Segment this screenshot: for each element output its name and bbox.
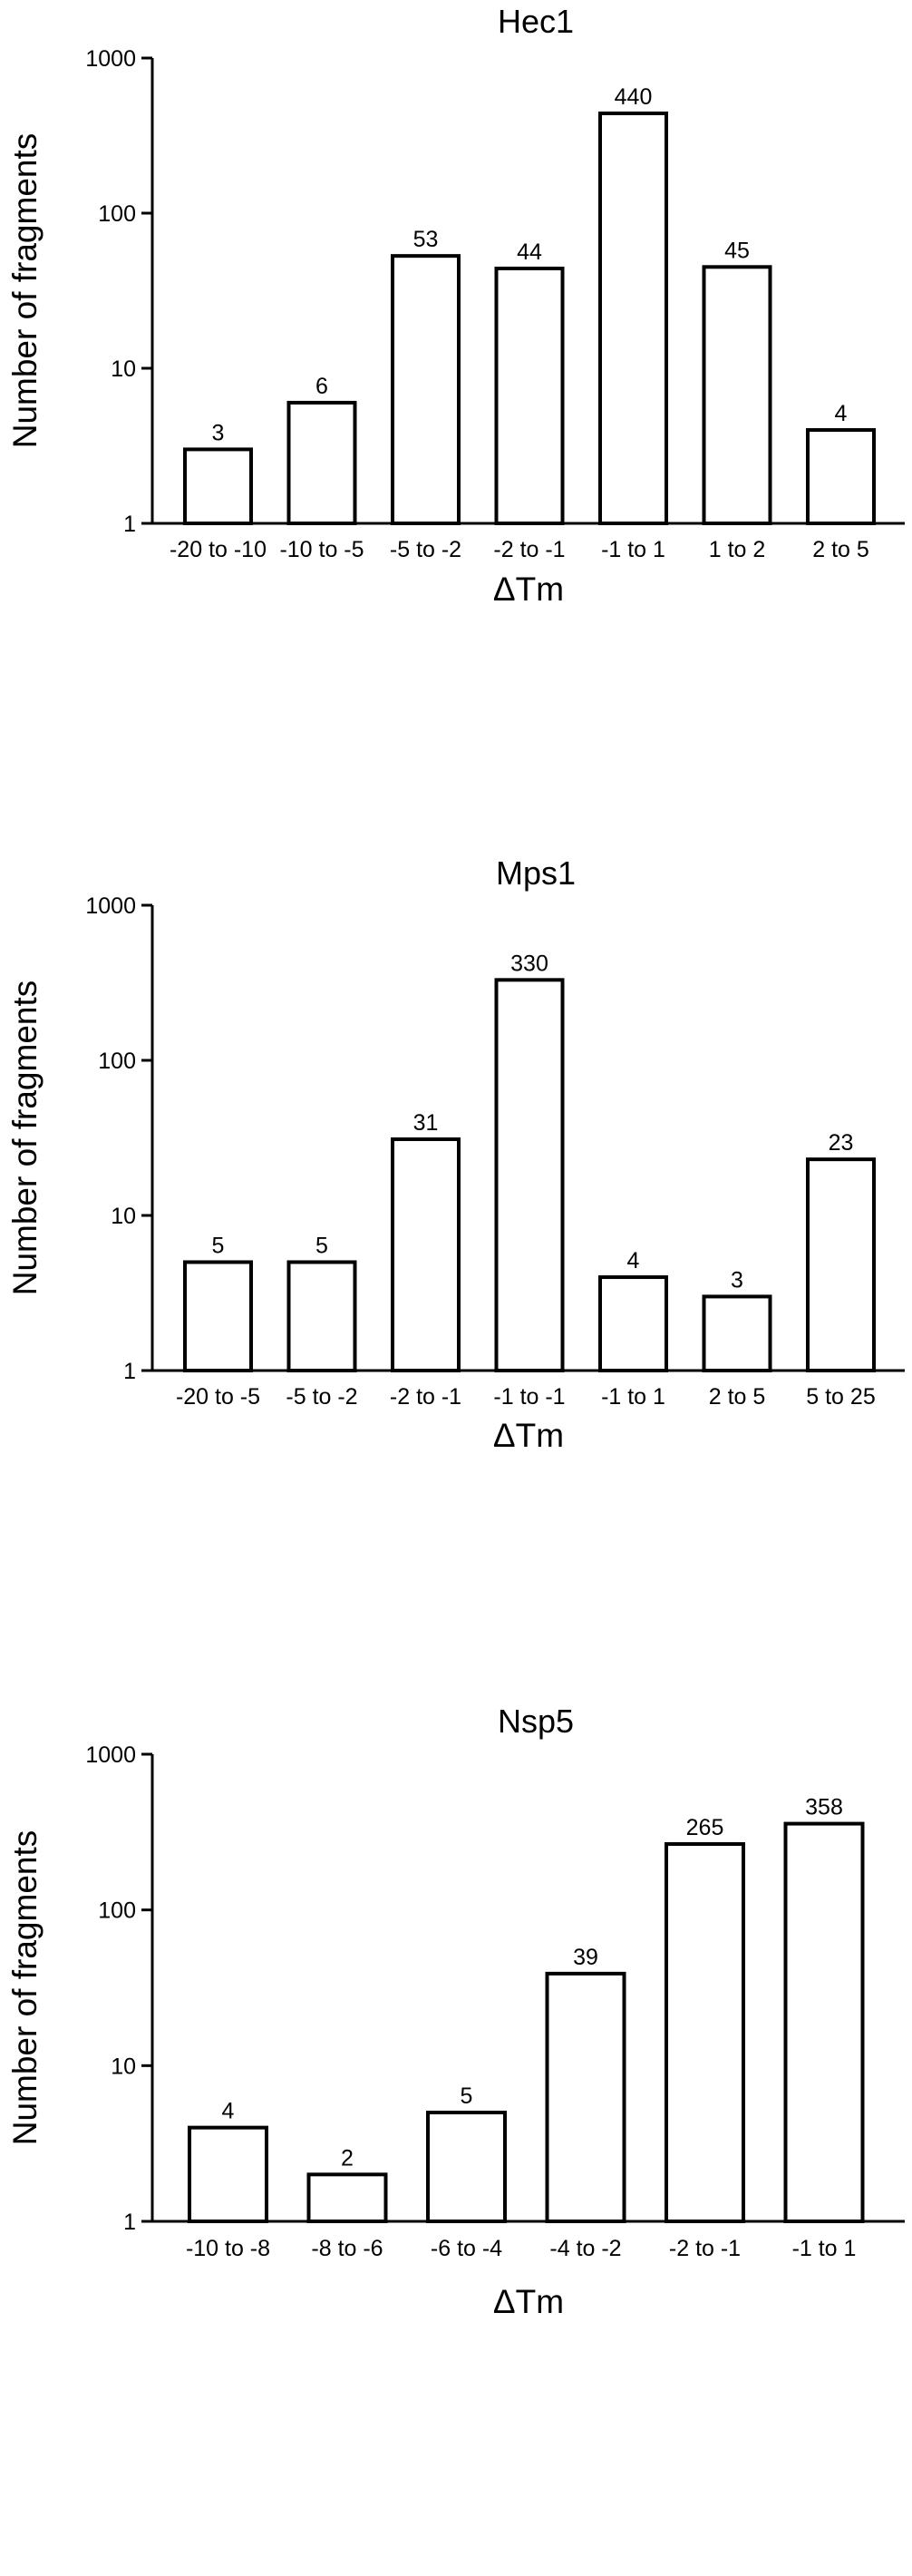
bar-value-label: 4 — [835, 401, 848, 426]
bar — [783, 1821, 865, 2223]
x-tick-label: 2 to 5 — [709, 1384, 766, 1410]
bar-value-label: 39 — [573, 1945, 598, 1970]
bar-value-label: 53 — [413, 227, 439, 252]
bar — [806, 428, 876, 525]
y-tick-label: 1 — [123, 512, 136, 537]
bar-value-label: 6 — [315, 374, 328, 399]
bar-value-label: 5 — [315, 1233, 328, 1258]
bar-value-label: 3 — [212, 420, 225, 445]
bar — [702, 265, 772, 525]
y-tick-label: 1 — [123, 2210, 136, 2235]
x-tick-label: -20 to -10 — [170, 537, 267, 562]
bar — [391, 1137, 461, 1373]
y-tick-label: 10 — [111, 2054, 136, 2079]
chart-hec1-panel: Hec1 1 10 100 1000 3 -20 to -10 6 -10 to -5 53 -5 … — [6, 3, 905, 608]
x-tick-label: -2 to -1 — [493, 537, 565, 562]
bar-value-label: 3 — [731, 1267, 743, 1293]
x-tick-label: -4 to -2 — [549, 2236, 621, 2261]
chart-title: Nsp5 — [498, 1703, 574, 1740]
x-tick-label: -8 to -6 — [311, 2236, 383, 2261]
bar — [306, 2172, 388, 2224]
x-tick-label: -1 to -1 — [493, 1384, 565, 1410]
bar-value-label: 5 — [212, 1233, 225, 1258]
x-tick-label: -6 to -4 — [431, 2236, 502, 2261]
bar-value-label: 2 — [341, 2145, 354, 2171]
chart-title: Hec1 — [498, 3, 574, 40]
x-axis-label: ΔTm — [493, 1417, 564, 1454]
bar-value-label: 31 — [413, 1110, 439, 1136]
x-tick-label: -10 to -5 — [279, 537, 364, 562]
bar-value-label: 44 — [517, 239, 542, 265]
bar-value-label: 23 — [829, 1130, 854, 1156]
x-tick-label: 1 to 2 — [709, 537, 766, 562]
bar — [598, 1275, 668, 1372]
x-axis-label: ΔTm — [493, 2283, 564, 2320]
bar — [806, 1157, 876, 1372]
bar-value-label: 4 — [222, 2099, 235, 2124]
x-tick-label: -1 to 1 — [792, 2236, 857, 2261]
y-axis-label: Number of fragments — [6, 1830, 44, 2146]
bar-value-label: 4 — [627, 1248, 640, 1273]
bar — [665, 1842, 745, 2223]
bar — [702, 1294, 772, 1372]
x-tick-label: -10 to -8 — [186, 2236, 270, 2261]
bar-value-label: 45 — [724, 238, 750, 263]
y-tick-label: 1000 — [85, 1742, 136, 1768]
x-tick-label: 5 to 25 — [806, 1384, 875, 1410]
bar-value-label: 265 — [686, 1815, 724, 1840]
bar — [545, 1971, 626, 2223]
x-tick-label: -5 to -2 — [390, 537, 461, 562]
bar — [188, 2125, 268, 2224]
y-tick-label: 1000 — [85, 893, 136, 919]
y-tick-label: 1000 — [85, 46, 136, 72]
bar-value-label: 358 — [805, 1795, 843, 1820]
x-axis-label: ΔTm — [493, 571, 564, 608]
y-tick-label: 10 — [111, 1204, 136, 1229]
bar-value-label: 5 — [461, 2083, 473, 2109]
chart-mps1-panel: Mps1 1 10 100 1000 5 -20 to -5 5 -5 to -2 31 -2 to… — [6, 854, 905, 1454]
y-axis-label: Number of fragments — [6, 133, 44, 449]
bar-value-label: 330 — [510, 951, 548, 976]
y-tick-label: 100 — [98, 201, 136, 227]
bar — [183, 447, 253, 525]
bar — [494, 266, 565, 525]
y-tick-label: 100 — [98, 1049, 136, 1074]
x-tick-label: -2 to -1 — [669, 2236, 741, 2261]
bar — [598, 111, 668, 525]
y-tick-label: 100 — [98, 1898, 136, 1924]
bar — [426, 2111, 507, 2224]
x-tick-label: -1 to 1 — [601, 537, 665, 562]
x-tick-label: -5 to -2 — [286, 1384, 357, 1410]
bar — [286, 400, 357, 525]
x-tick-label: -20 to -5 — [176, 1384, 260, 1410]
y-tick-label: 10 — [111, 356, 136, 382]
bar — [391, 254, 461, 525]
bar — [183, 1260, 253, 1372]
bar — [286, 1260, 357, 1372]
chart-nsp5-panel: Nsp5 1 10 100 1000 4 -10 to -8 2 -8 to -6 5 -6 to … — [6, 1703, 905, 2320]
bar-value-label: 440 — [615, 84, 653, 110]
y-axis-label: Number of fragments — [6, 981, 44, 1296]
bar — [494, 978, 565, 1372]
x-tick-label: -2 to -1 — [390, 1384, 461, 1410]
x-tick-label: 2 to 5 — [812, 537, 869, 562]
y-tick-label: 1 — [123, 1359, 136, 1384]
chart-title: Mps1 — [496, 854, 576, 892]
x-tick-label: -1 to 1 — [601, 1384, 665, 1410]
